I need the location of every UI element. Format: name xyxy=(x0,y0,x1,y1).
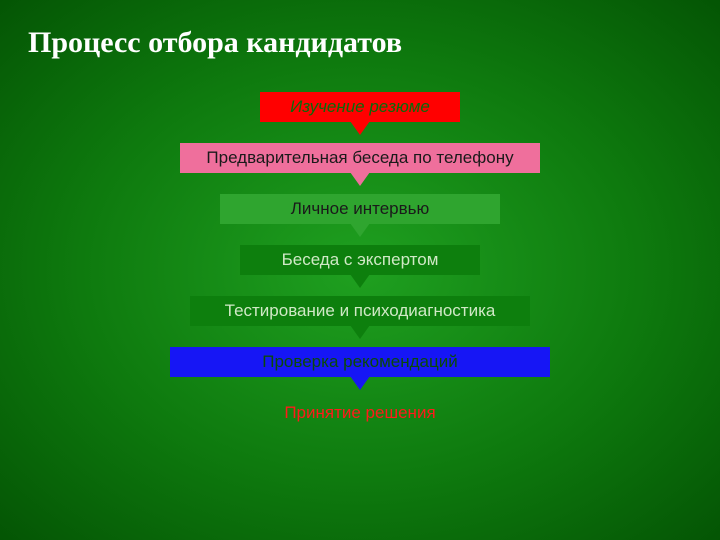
flow-arrow-icon xyxy=(350,172,370,186)
flow-arrow-icon xyxy=(350,274,370,288)
flow-step: Тестирование и психодиагностика xyxy=(190,296,530,326)
flow-arrow-icon xyxy=(350,376,370,390)
flow-arrow-icon xyxy=(350,121,370,135)
candidate-selection-flow: Изучение резюме Предварительная беседа по… xyxy=(0,92,720,428)
flow-step: Личное интервью xyxy=(220,194,500,224)
page-title: Процесс отбора кандидатов xyxy=(28,26,402,60)
flow-step: Проверка рекомендаций xyxy=(170,347,550,377)
flow-step: Беседа с экспертом xyxy=(240,245,480,275)
flow-step: Изучение резюме xyxy=(260,92,460,122)
flow-step: Предварительная беседа по телефону xyxy=(180,143,540,173)
flow-arrow-icon xyxy=(350,325,370,339)
flow-arrow-icon xyxy=(350,223,370,237)
flow-step: Принятие решения xyxy=(230,398,490,428)
